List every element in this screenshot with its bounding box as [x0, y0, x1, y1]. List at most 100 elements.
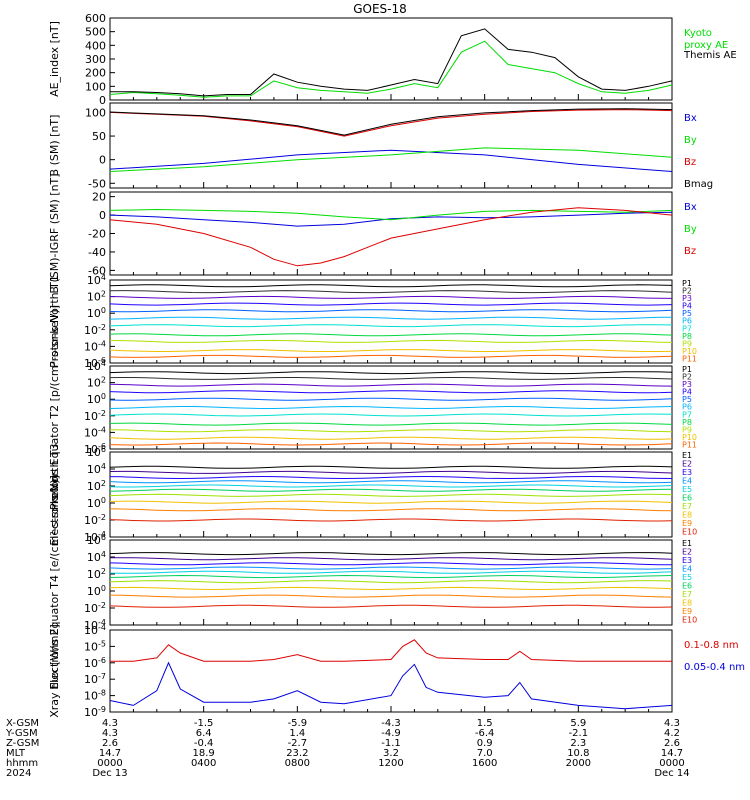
- series-line: [109, 207, 673, 267]
- flux-line: [109, 383, 673, 387]
- legend-label: E5: [682, 485, 692, 494]
- legend-label: By: [684, 135, 697, 146]
- series-line: [109, 149, 673, 172]
- legend-label: Themis AE: [683, 50, 737, 61]
- orbit-value: 4.2: [664, 728, 680, 739]
- flux-line: [109, 371, 673, 375]
- orbit-value: 5.9: [570, 718, 586, 729]
- orbit-row-label: hhmm: [6, 758, 38, 769]
- flux-line: [109, 480, 673, 484]
- tick-label: 106: [87, 445, 106, 459]
- tick-label: 20: [92, 191, 106, 204]
- panel-3: 20 0 -20 -40 -60 B (SM)-IGRF (SM) [nT] Bx By Bz: [48, 173, 697, 293]
- flux-line: [109, 475, 673, 480]
- panel-frame: [109, 191, 673, 276]
- tick-label: 10-8: [84, 689, 106, 703]
- legend-label: E2: [682, 548, 692, 557]
- tick-label: 104: [87, 462, 106, 476]
- orbit-value: 14.7: [99, 748, 121, 759]
- legend-label: P2: [682, 287, 692, 296]
- tick-label: 104: [87, 273, 106, 287]
- legend-label: E9: [682, 519, 692, 528]
- legend-label: P1: [682, 279, 692, 288]
- orbit-value: Dec 13: [92, 768, 127, 779]
- orbit-row-label: Y-GSM: [5, 728, 38, 739]
- tick-label: 0: [99, 209, 106, 222]
- orbit-table: X-GSMY-GSMZ-GSMMLThhmm20244.34.32.614.70…: [5, 718, 690, 779]
- tick-label: 100: [87, 496, 106, 510]
- orbit-value: 2.6: [102, 738, 118, 749]
- orbit-value: 1200: [378, 758, 403, 769]
- series-line: [109, 661, 673, 710]
- flux-line: [109, 465, 673, 469]
- orbit-value: -1.5: [194, 718, 214, 729]
- flux-line: [109, 354, 673, 358]
- flux-line: [109, 562, 673, 566]
- flux-line: [109, 324, 673, 328]
- orbit-value: 0800: [285, 758, 310, 769]
- tick-label: 10-4: [84, 618, 106, 632]
- orbit-value: -4.3: [381, 718, 401, 729]
- y-axis-label: AE_index [nT]: [48, 21, 61, 97]
- tick-label: 10-4: [84, 530, 106, 544]
- legend-label: E6: [682, 582, 692, 591]
- flux-line: [109, 488, 673, 492]
- tick-label: 104: [87, 359, 106, 373]
- legend-label: Bx: [684, 113, 697, 124]
- legend-label: E9: [682, 607, 692, 616]
- orbit-value: 10.8: [567, 748, 589, 759]
- flux-line: [109, 493, 673, 497]
- tick-label: -60: [88, 264, 106, 277]
- series-line: [109, 108, 673, 136]
- legend-label: P8: [682, 418, 692, 427]
- tick-label: 100: [85, 80, 106, 93]
- tick-label: 102: [87, 567, 106, 581]
- flux-line: [109, 552, 673, 556]
- legend-label: P10: [682, 433, 697, 442]
- y-axis-label: B (SM) [nT]: [48, 115, 61, 177]
- orbit-value: Dec 14: [654, 768, 689, 779]
- tick-label: 400: [85, 39, 106, 52]
- flux-line: [109, 295, 673, 299]
- flux-line: [109, 470, 673, 474]
- legend-label: P4: [682, 302, 692, 311]
- orbit-value: 23.2: [286, 748, 308, 759]
- tick-label: 0: [99, 94, 106, 107]
- panel-2: 100 50 0 -50 B (SM) [nT] Bx By Bz Bmag: [48, 102, 713, 190]
- legend-label: P3: [682, 294, 692, 303]
- y-axis-label: Electrons North T3: [48, 443, 61, 545]
- legend-label: Bmag: [684, 179, 713, 190]
- legend-label: Bz: [684, 246, 696, 257]
- series-line: [110, 28, 673, 97]
- orbit-value: 6.4: [196, 728, 212, 739]
- series-line: [110, 639, 672, 662]
- series-line: [109, 211, 673, 227]
- legend-label: P9: [682, 339, 692, 348]
- orbit-value: 0.9: [477, 738, 493, 749]
- y-axis-label: B (SM)-IGRF (SM) [nT]: [48, 173, 61, 293]
- orbit-value: 3.2: [383, 748, 399, 759]
- orbit-value: 4.3: [102, 728, 118, 739]
- orbit-value: 2.3: [570, 738, 586, 749]
- tick-label: 10-4: [84, 425, 106, 439]
- flux-line: [109, 570, 673, 574]
- legend-label: E7: [682, 590, 692, 599]
- flux-line: [109, 290, 673, 294]
- orbit-value: 0000: [97, 758, 122, 769]
- y-axis-label: Xray flux [W/m2]: [48, 624, 61, 718]
- legend-label: Bx: [684, 202, 697, 213]
- tick-label: 10-6: [84, 356, 106, 370]
- legend-label: E6: [682, 494, 692, 503]
- flux-line: [109, 429, 673, 433]
- tick-label: 600: [85, 12, 106, 25]
- legend-label: P6: [682, 317, 692, 326]
- legend-label: E3: [682, 556, 692, 565]
- legend-label: P1: [682, 365, 692, 374]
- orbit-value: 0400: [191, 758, 216, 769]
- orbit-row-label: 2024: [6, 768, 31, 779]
- panel-7: 106 104 102 100 10-2 10-4 Electrons Equator T4…: [48, 475, 697, 690]
- chart-title: GOES-18: [353, 2, 407, 16]
- series-line: [109, 109, 673, 137]
- flux-line: [109, 333, 673, 337]
